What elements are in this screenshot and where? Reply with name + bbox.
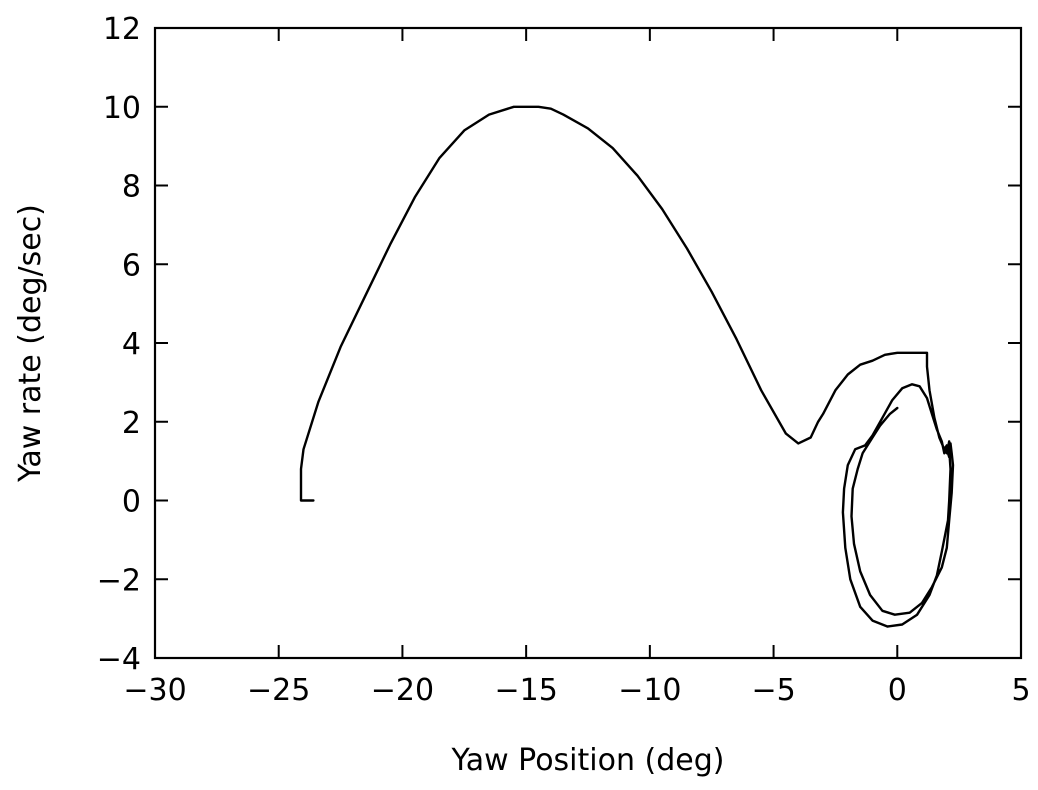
x-tick-label: −15: [494, 673, 557, 708]
x-tick-label: −30: [123, 673, 186, 708]
y-tick-label: 8: [122, 170, 141, 205]
x-axis-label: Yaw Position (deg): [451, 743, 725, 778]
y-tick-label: 2: [122, 406, 141, 441]
y-tick-label: 10: [103, 91, 141, 126]
x-tick-label: −25: [247, 673, 310, 708]
x-tick-label: −5: [751, 673, 795, 708]
x-tick-label: −20: [371, 673, 434, 708]
axis-ticks: [154, 27, 1022, 659]
y-tick-labels: −4 −2 0 2 4 6 8 10 12: [97, 12, 141, 677]
y-tick-label: −2: [97, 563, 141, 598]
x-tick-label: 5: [1011, 673, 1030, 708]
y-tick-label: 4: [122, 327, 141, 362]
plot-frame: [153, 26, 1023, 660]
data-series-line: [299, 105, 955, 628]
x-tick-labels: −30 −25 −20 −15 −10 −5 0 5: [123, 673, 1030, 708]
y-tick-label: 12: [103, 12, 141, 47]
y-tick-label: 0: [122, 485, 141, 520]
y-axis-label: Yaw rate (deg/sec): [13, 204, 48, 483]
x-tick-label: −10: [618, 673, 681, 708]
y-tick-label: −4: [97, 642, 141, 677]
y-tick-label: 6: [122, 248, 141, 283]
x-tick-label: 0: [888, 673, 907, 708]
